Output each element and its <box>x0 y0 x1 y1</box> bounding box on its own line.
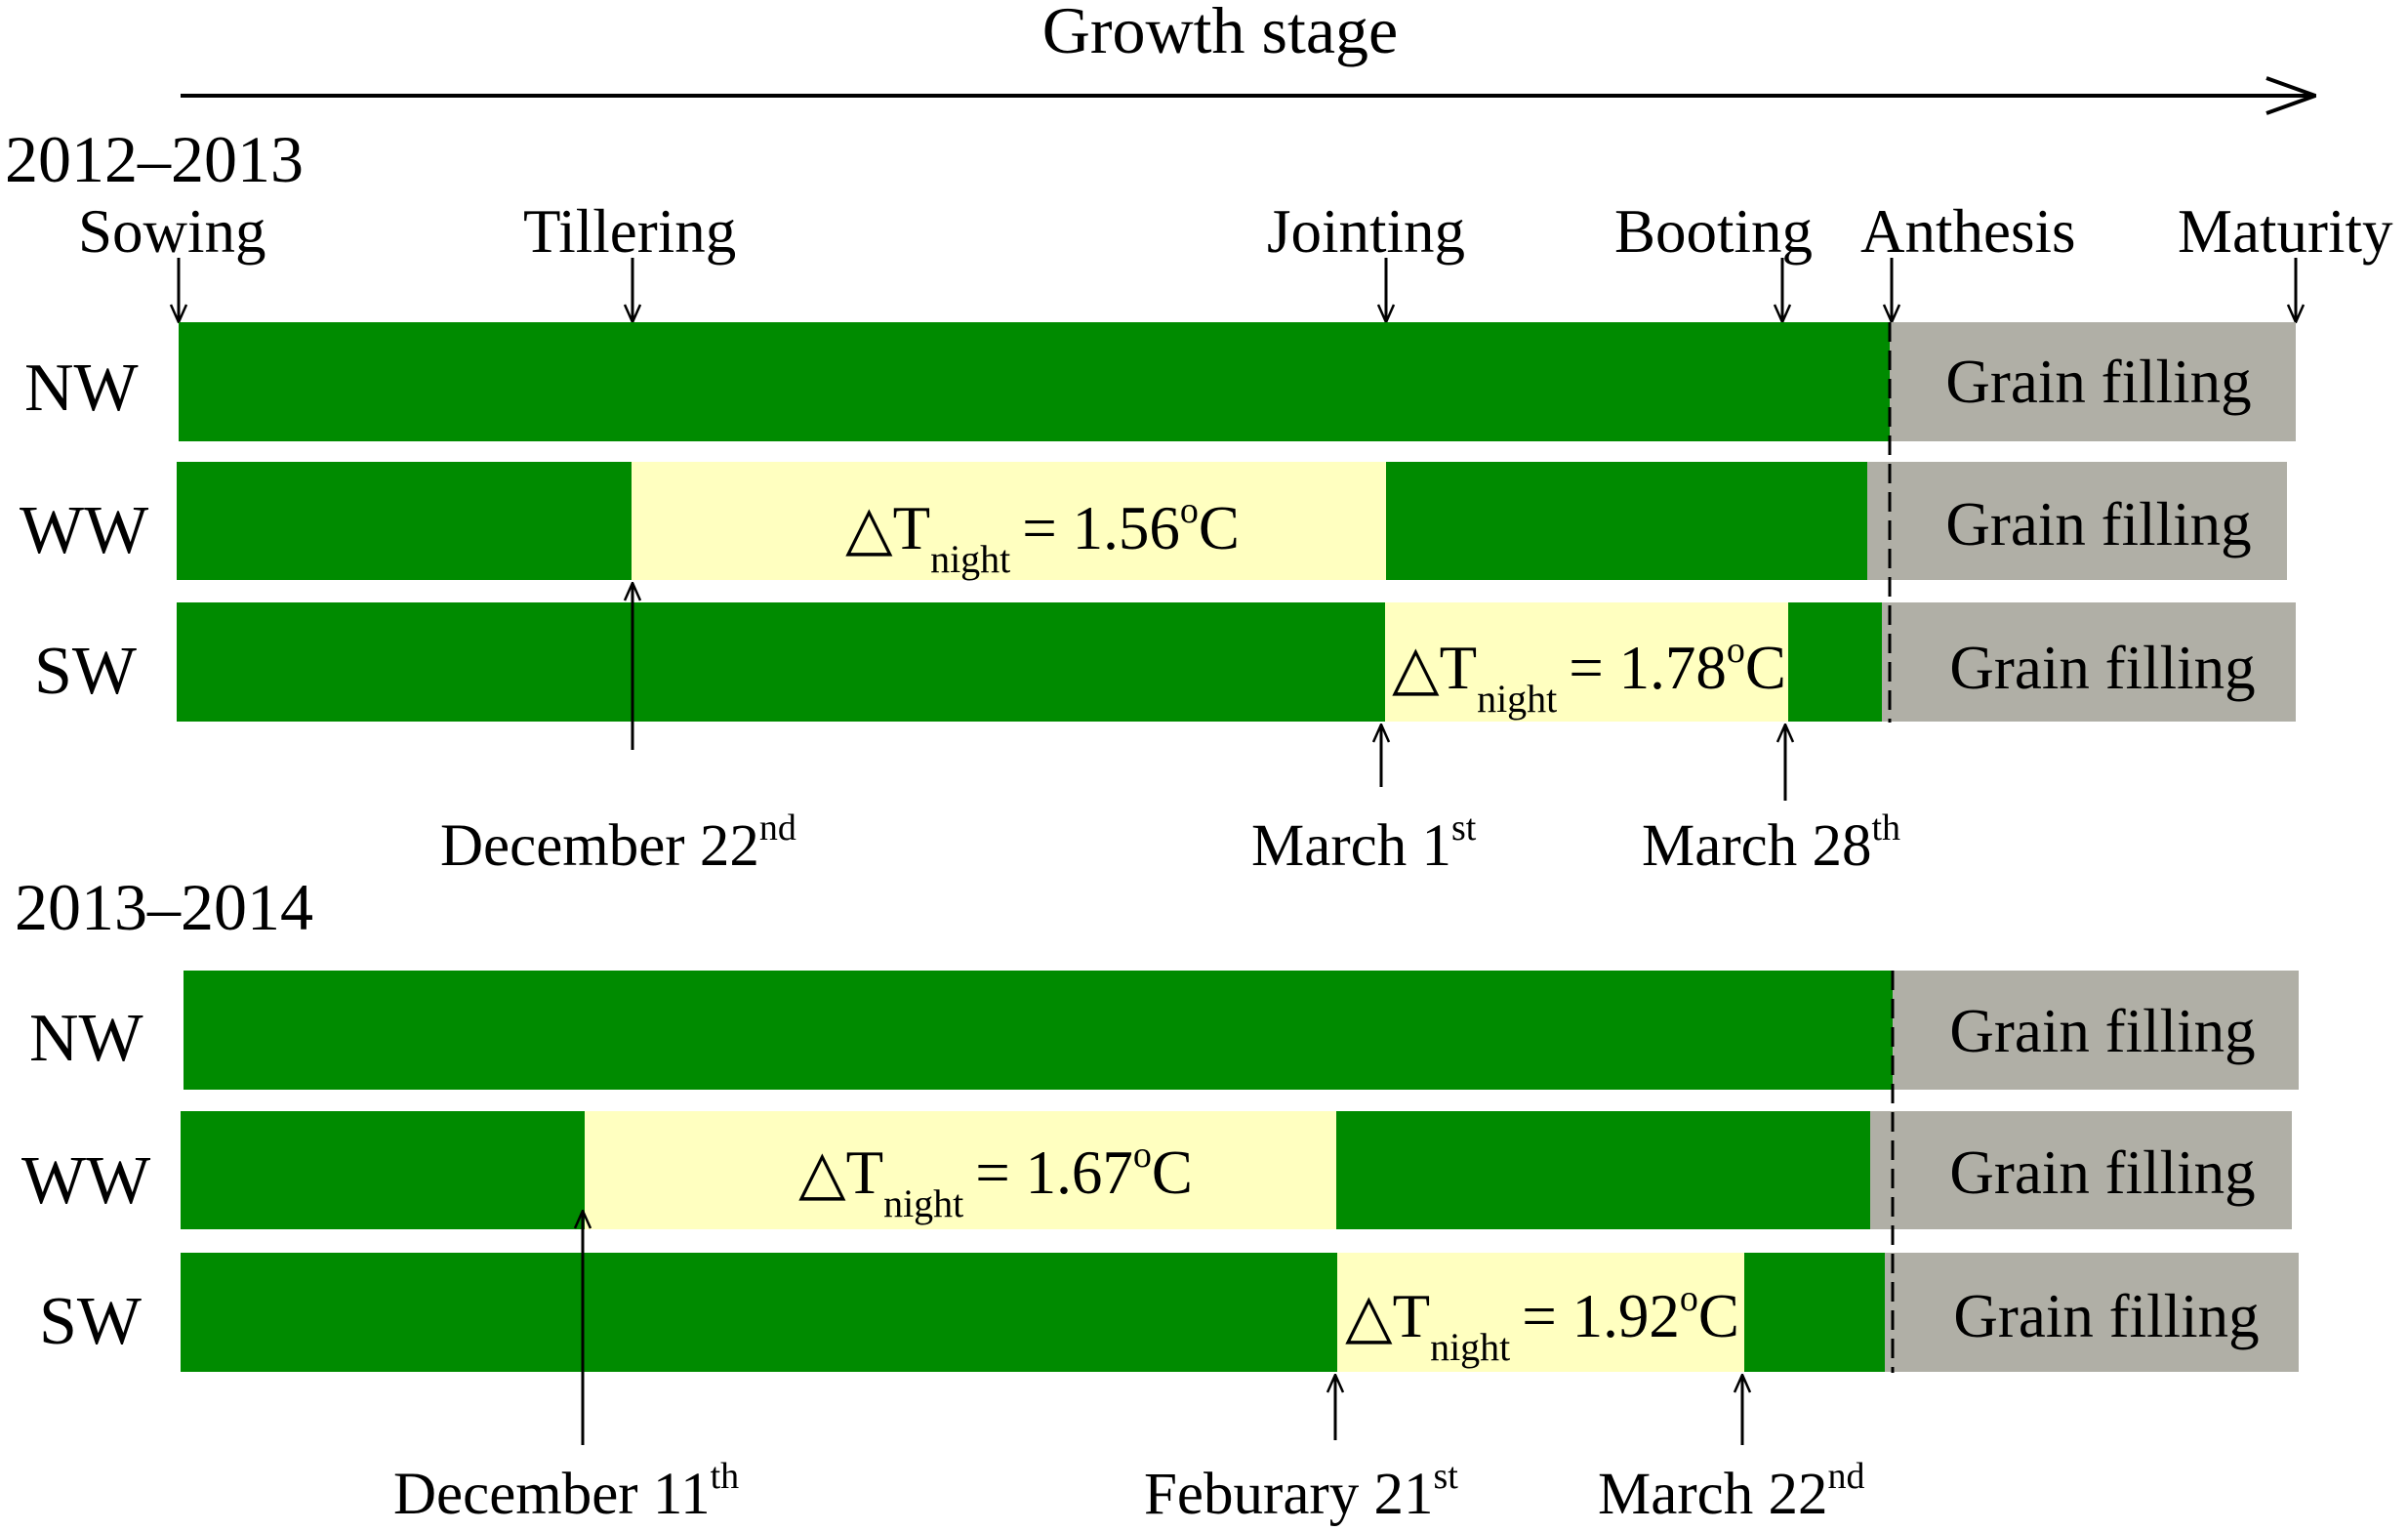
date-text: March 22 <box>1598 1462 1827 1527</box>
date-ordinal: th <box>711 1456 740 1497</box>
bar-warming-period <box>585 1111 1336 1229</box>
warming-label: △Tnight = 1.56oC <box>845 490 1240 581</box>
night-subscript: night <box>883 1181 963 1225</box>
warming-value: = 1.78 <box>1569 634 1727 702</box>
degree-superscript: o <box>1680 1278 1698 1319</box>
delta-t-symbol: △T <box>845 494 930 562</box>
warming-label: △Tnight = 1.92oC <box>1345 1278 1739 1369</box>
grain-filling-label: Grain filling <box>1945 348 2251 416</box>
row-label-sw: SW <box>39 1284 142 1359</box>
warming-value: = 1.67 <box>975 1138 1133 1207</box>
delta-t-symbol: △T <box>1345 1282 1430 1350</box>
date-text: December 11 <box>393 1462 711 1527</box>
bar-vegetative <box>177 602 1385 722</box>
delta-t-symbol: △T <box>798 1138 883 1207</box>
date-label-march-1: March 1st <box>1251 807 1477 879</box>
bar-grain-filling <box>1867 462 2287 580</box>
bar-warming-period <box>1385 602 1788 722</box>
stage-label-tillering: Tillering <box>523 197 736 266</box>
stage-label-anthesis: Anthesis <box>1860 197 2076 266</box>
degree-superscript: o <box>1727 630 1745 671</box>
season-2013-2014: NW Grain filling WW △Tnight = 1.67oC Grai… <box>21 971 2299 1527</box>
row-label-ww: WW <box>21 1143 150 1219</box>
date-ordinal: st <box>1451 807 1477 848</box>
bar-grain-filling <box>1882 602 2296 722</box>
bar-grain-filling <box>1890 322 2296 441</box>
stage-label-jointing: Jointing <box>1267 197 1465 266</box>
delta-t-symbol: △T <box>1392 634 1477 702</box>
grain-filling-label: Grain filling <box>1949 1138 2255 1207</box>
date-text: March 28 <box>1642 813 1871 879</box>
unit-celsius: C <box>1199 494 1240 562</box>
row-label-sw: SW <box>34 634 137 709</box>
date-label-december-22: December 22nd <box>440 807 796 879</box>
row-label-ww: WW <box>20 493 148 568</box>
bar-vegetative <box>1744 1253 1885 1372</box>
grain-filling-label: Grain filling <box>1945 490 2251 559</box>
bar-warming-period <box>1337 1253 1744 1372</box>
season-label-2012-2013: 2012–2013 <box>5 122 304 196</box>
grain-filling-label: Grain filling <box>1949 997 2255 1065</box>
unit-celsius: C <box>1745 634 1786 702</box>
stage-label-maturity: Maturity <box>2178 197 2393 266</box>
date-label-feburary-21: Feburary 21st <box>1144 1456 1458 1527</box>
stage-arrows <box>179 258 2296 322</box>
bar-vegetative <box>1788 602 1882 722</box>
date-ordinal: nd <box>759 807 796 848</box>
grain-filling-label: Grain filling <box>1949 634 2255 702</box>
season-2012-2013: NW Grain filling WW △Tnight = 1.56oC Grai… <box>20 322 2296 879</box>
date-label-december-11: December 11th <box>393 1456 739 1527</box>
bar-vegetative <box>1386 462 1867 580</box>
stage-label-booting: Booting <box>1614 197 1813 266</box>
bar-vegetative <box>181 1111 585 1229</box>
bar-vegetative <box>179 322 1890 441</box>
bar-grain-filling <box>1885 1253 2299 1372</box>
date-ordinal: st <box>1433 1456 1458 1497</box>
night-subscript: night <box>1477 677 1557 721</box>
season-label-2013-2014: 2013–2014 <box>15 870 313 944</box>
bar-warming-period <box>632 462 1386 580</box>
unit-celsius: C <box>1698 1282 1739 1350</box>
date-text: Feburary 21 <box>1144 1462 1433 1527</box>
date-label-march-22: March 22nd <box>1598 1456 1864 1527</box>
bar-vegetative <box>1336 1111 1870 1229</box>
bar-vegetative <box>177 462 632 580</box>
warming-label: △Tnight = 1.78oC <box>1392 630 1786 721</box>
degree-superscript: o <box>1133 1135 1152 1176</box>
bar-grain-filling <box>1893 971 2299 1090</box>
bar-vegetative <box>184 971 1893 1090</box>
row-label-nw: NW <box>29 1001 143 1076</box>
diagram-title: Growth stage <box>1042 0 1398 67</box>
row-label-nw: NW <box>24 351 139 426</box>
warming-label: △Tnight = 1.67oC <box>798 1135 1193 1225</box>
stage-label-sowing: Sowing <box>78 197 266 266</box>
date-text: December 22 <box>440 813 759 879</box>
warming-value: = 1.56 <box>1022 494 1180 562</box>
night-subscript: night <box>930 537 1010 581</box>
date-ordinal: nd <box>1827 1456 1864 1497</box>
date-ordinal: th <box>1871 807 1900 848</box>
bar-grain-filling <box>1870 1111 2292 1229</box>
grain-filling-label: Grain filling <box>1953 1282 2259 1350</box>
warming-value: = 1.92 <box>1522 1282 1680 1350</box>
date-label-march-28: March 28th <box>1642 807 1900 879</box>
bar-vegetative <box>181 1253 1337 1372</box>
degree-superscript: o <box>1180 490 1199 531</box>
date-text: March 1 <box>1251 813 1451 879</box>
unit-celsius: C <box>1152 1138 1193 1207</box>
night-subscript: night <box>1430 1325 1510 1369</box>
